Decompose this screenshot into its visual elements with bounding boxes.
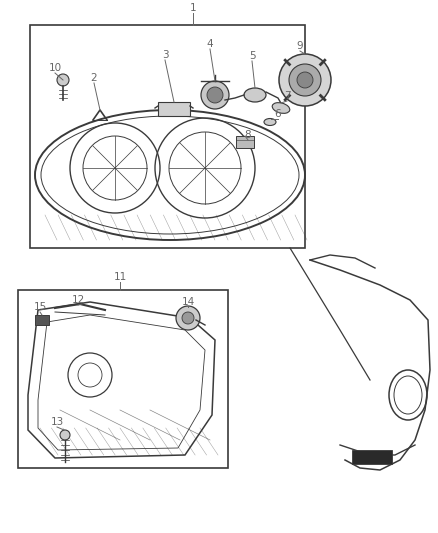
Text: 6: 6 [275,109,281,119]
Circle shape [57,74,69,86]
Circle shape [207,87,223,103]
Circle shape [60,430,70,440]
Bar [158,102,190,116]
Circle shape [297,72,313,88]
Text: 12: 12 [71,295,85,305]
Circle shape [289,64,321,96]
Circle shape [182,312,194,324]
Ellipse shape [244,88,266,102]
Text: 3: 3 [162,50,168,60]
Bar [236,136,254,148]
Circle shape [176,306,200,330]
Text: 1: 1 [190,3,196,13]
Text: 15: 15 [33,302,46,312]
Ellipse shape [264,118,276,125]
Text: 9: 9 [297,41,303,51]
Text: 10: 10 [49,63,62,73]
Circle shape [279,54,331,106]
Text: 2: 2 [91,73,97,83]
Text: 7: 7 [284,91,290,101]
Text: 13: 13 [50,417,64,427]
Text: 14: 14 [181,297,194,307]
Text: 11: 11 [113,272,127,282]
Circle shape [201,81,229,109]
Text: 4: 4 [207,39,213,49]
Bar [35,315,49,325]
Bar [352,450,392,464]
Text: 5: 5 [249,51,255,61]
Text: 8: 8 [245,130,251,140]
Ellipse shape [272,103,290,114]
